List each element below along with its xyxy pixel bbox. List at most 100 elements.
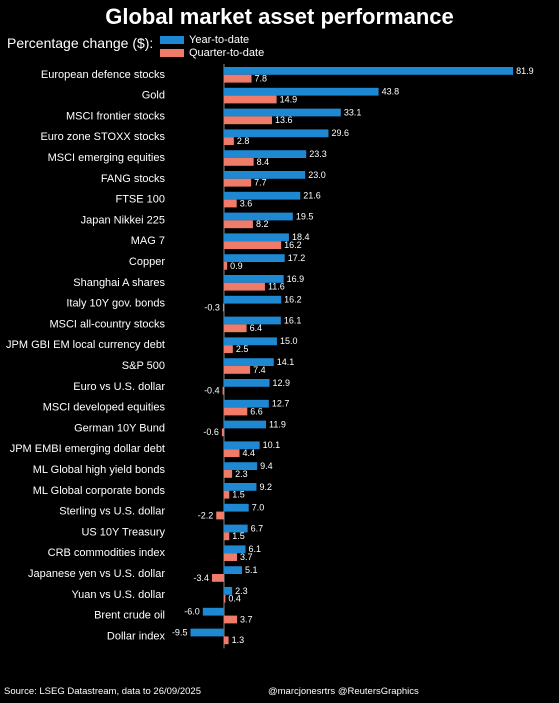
value-label-qtd: 7.8 bbox=[255, 74, 268, 84]
legend-label-ytd: Year-to-date bbox=[189, 34, 250, 46]
bar-qtd bbox=[224, 282, 265, 291]
value-label-qtd: 1.3 bbox=[232, 635, 245, 645]
bar-ytd bbox=[224, 587, 233, 595]
value-label-ytd: 33.1 bbox=[344, 107, 362, 117]
value-label-qtd: 2.8 bbox=[237, 136, 250, 146]
value-label-ytd: 81.9 bbox=[516, 66, 534, 76]
bar-qtd bbox=[224, 178, 252, 187]
value-label-ytd: 18.4 bbox=[292, 232, 310, 242]
value-label-ytd: 16.1 bbox=[284, 315, 302, 325]
category-label: US 10Y Treasury bbox=[81, 526, 165, 538]
category-label: FTSE 100 bbox=[115, 194, 165, 206]
bar-qtd bbox=[224, 137, 234, 145]
bar-ytd bbox=[224, 212, 293, 221]
bar-ytd bbox=[190, 628, 224, 637]
bar-qtd bbox=[224, 345, 233, 353]
value-label-qtd: 7.4 bbox=[253, 365, 266, 375]
bar-qtd bbox=[224, 116, 273, 125]
value-label-qtd: 3.7 bbox=[240, 614, 253, 624]
value-label-qtd: 8.2 bbox=[256, 219, 269, 229]
bar-qtd bbox=[224, 95, 277, 104]
value-label-ytd: 5.1 bbox=[245, 565, 258, 575]
value-label-ytd: 29.6 bbox=[331, 128, 349, 138]
value-label-ytd: 7.0 bbox=[252, 503, 265, 513]
category-label: European defence stocks bbox=[41, 69, 166, 81]
legend-swatch-ytd bbox=[160, 36, 184, 45]
value-label-qtd: 2.3 bbox=[235, 469, 248, 479]
category-label: CRB commodities index bbox=[48, 547, 166, 559]
bar-ytd bbox=[224, 108, 341, 117]
value-label-qtd: 1.5 bbox=[232, 531, 245, 541]
chart-subtitle: Percentage change ($): bbox=[7, 35, 154, 51]
bar-qtd bbox=[224, 470, 233, 478]
value-label-ytd: 12.9 bbox=[273, 378, 291, 388]
bar-ytd bbox=[224, 150, 307, 158]
bar-ytd bbox=[224, 524, 248, 533]
value-label-qtd: 0.9 bbox=[230, 261, 243, 271]
legend-swatch-qtd bbox=[160, 49, 184, 58]
bar-qtd bbox=[224, 407, 248, 416]
category-label: Gold bbox=[142, 90, 165, 102]
value-label-ytd: 23.0 bbox=[308, 170, 326, 180]
bar-ytd bbox=[224, 191, 301, 200]
value-label-qtd: -2.2 bbox=[198, 510, 214, 520]
value-label-ytd: 6.7 bbox=[251, 523, 264, 533]
value-label-ytd: 9.4 bbox=[260, 461, 273, 471]
bar-ytd bbox=[224, 566, 243, 574]
bar-qtd bbox=[224, 636, 229, 645]
category-label: German 10Y Bund bbox=[74, 422, 165, 434]
value-label-qtd: 14.9 bbox=[280, 94, 298, 104]
bar-ytd bbox=[224, 441, 260, 450]
value-label-qtd: -0.3 bbox=[204, 302, 220, 312]
legend-item-ytd: Year-to-date bbox=[160, 34, 249, 46]
category-label: MSCI developed equities bbox=[43, 402, 166, 414]
bar-ytd bbox=[202, 607, 224, 616]
value-label-ytd: 19.5 bbox=[296, 211, 314, 221]
value-label-ytd: 6.1 bbox=[249, 544, 262, 554]
bar-qtd bbox=[224, 366, 251, 374]
bar-ytd bbox=[224, 129, 329, 138]
bar-qtd bbox=[224, 220, 253, 229]
bar-ytd bbox=[224, 462, 258, 470]
bar-qtd bbox=[216, 511, 224, 520]
legend-item-qtd: Quarter-to-date bbox=[160, 47, 264, 59]
bar-ytd bbox=[224, 171, 306, 179]
bar-ytd bbox=[224, 399, 269, 408]
category-label: Japanese yen vs U.S. dollar bbox=[28, 568, 165, 580]
value-label-ytd: 10.1 bbox=[263, 440, 281, 450]
bar-qtd bbox=[224, 74, 252, 83]
bar-ytd bbox=[224, 503, 249, 512]
category-label: MAG 7 bbox=[131, 235, 165, 247]
value-label-ytd: 11.9 bbox=[269, 419, 286, 429]
category-label: JPM GBI EM local currency debt bbox=[6, 339, 165, 351]
bar-qtd bbox=[224, 158, 254, 166]
bar-qtd bbox=[224, 532, 230, 541]
category-label: Brent crude oil bbox=[94, 610, 165, 622]
category-label: Shanghai A shares bbox=[73, 277, 165, 289]
value-label-qtd: 8.4 bbox=[257, 157, 270, 167]
bar-qtd bbox=[224, 594, 226, 603]
bar-ytd bbox=[224, 254, 285, 262]
chart-title: Global market asset performance bbox=[105, 4, 454, 29]
bar-qtd bbox=[224, 490, 230, 499]
category-label: Japan Nikkei 225 bbox=[81, 214, 165, 226]
category-label: MSCI all-country stocks bbox=[49, 318, 165, 330]
value-label-ytd: 9.2 bbox=[259, 482, 272, 492]
value-label-qtd: 16.2 bbox=[284, 240, 302, 250]
source-note: Source: LSEG Datastream, data to 26/09/2… bbox=[4, 686, 201, 697]
value-label-ytd: 17.2 bbox=[288, 253, 306, 263]
value-label-ytd: -6.0 bbox=[184, 607, 200, 617]
bar-qtd bbox=[224, 615, 238, 624]
category-label: MSCI frontier stocks bbox=[66, 110, 166, 122]
value-label-qtd: 1.5 bbox=[232, 490, 245, 500]
value-label-qtd: 3.6 bbox=[240, 198, 253, 208]
bar-ytd bbox=[224, 275, 284, 283]
value-label-qtd: 2.5 bbox=[236, 344, 249, 354]
value-label-qtd: 3.7 bbox=[240, 552, 253, 562]
bar-qtd bbox=[211, 574, 224, 582]
value-label-qtd: 4.4 bbox=[243, 448, 256, 458]
bar-qtd bbox=[224, 199, 237, 208]
legend-label-qtd: Quarter-to-date bbox=[189, 47, 265, 59]
value-label-qtd: 7.7 bbox=[254, 178, 267, 188]
value-label-qtd: -3.4 bbox=[193, 573, 209, 583]
